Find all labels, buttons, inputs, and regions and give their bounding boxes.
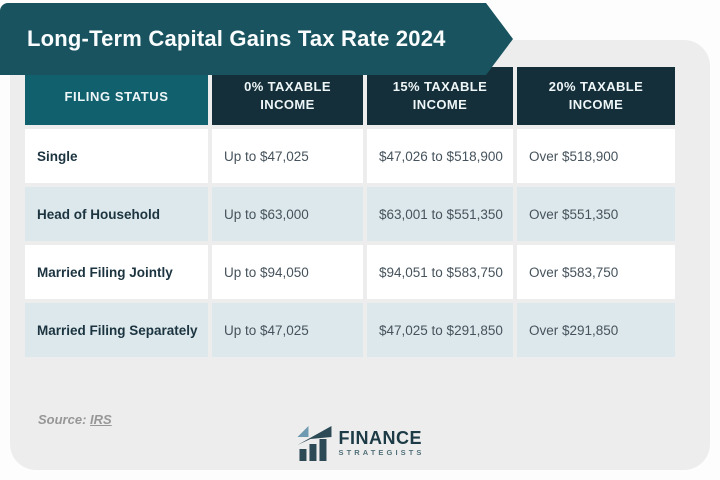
cell-20-percent: Over $551,350	[517, 187, 675, 241]
tax-rate-table: FILING STATUS 0% TAXABLE INCOME 15% TAXA…	[21, 63, 679, 361]
cell-0-percent: Up to $47,025	[212, 303, 363, 357]
table-header-row: FILING STATUS 0% TAXABLE INCOME 15% TAXA…	[25, 67, 675, 125]
cell-filing-status: Head of Household	[25, 187, 208, 241]
cell-0-percent: Up to $63,000	[212, 187, 363, 241]
header-15-percent: 15% TAXABLE INCOME	[367, 67, 513, 125]
logo-wordmark-finance: FINANCE	[338, 428, 422, 449]
bar-chart-flag-icon	[295, 424, 333, 462]
title-banner: Long-Term Capital Gains Tax Rate 2024	[0, 3, 513, 75]
header-filing-status: FILING STATUS	[25, 67, 208, 125]
cell-0-percent: Up to $94,050	[212, 245, 363, 299]
cell-20-percent: Over $291,850	[517, 303, 675, 357]
cell-15-percent: $94,051 to $583,750	[367, 245, 513, 299]
cell-15-percent: $63,001 to $551,350	[367, 187, 513, 241]
finance-strategists-logo: FINANCE STRATEGISTS	[295, 424, 424, 462]
cell-15-percent: $47,026 to $518,900	[367, 129, 513, 183]
cell-filing-status: Married Filing Separately	[25, 303, 208, 357]
table-row: Married Filing Separately Up to $47,025 …	[25, 303, 675, 357]
header-20-percent: 20% TAXABLE INCOME	[517, 67, 675, 125]
cell-20-percent: Over $583,750	[517, 245, 675, 299]
header-0-percent: 0% TAXABLE INCOME	[212, 67, 363, 125]
table-row: Head of Household Up to $63,000 $63,001 …	[25, 187, 675, 241]
table-row: Married Filing Jointly Up to $94,050 $94…	[25, 245, 675, 299]
cell-filing-status: Married Filing Jointly	[25, 245, 208, 299]
table-row: Single Up to $47,025 $47,026 to $518,900…	[25, 129, 675, 183]
page-title: Long-Term Capital Gains Tax Rate 2024	[27, 26, 446, 51]
source-irs-link[interactable]: IRS	[90, 412, 112, 427]
source-note: Source: IRS	[38, 412, 112, 427]
logo-wordmark-strategists: STRATEGISTS	[338, 448, 425, 458]
cell-0-percent: Up to $47,025	[212, 129, 363, 183]
cell-filing-status: Single	[25, 129, 208, 183]
cell-15-percent: $47,025 to $291,850	[367, 303, 513, 357]
source-label: Source:	[38, 412, 87, 427]
cell-20-percent: Over $518,900	[517, 129, 675, 183]
